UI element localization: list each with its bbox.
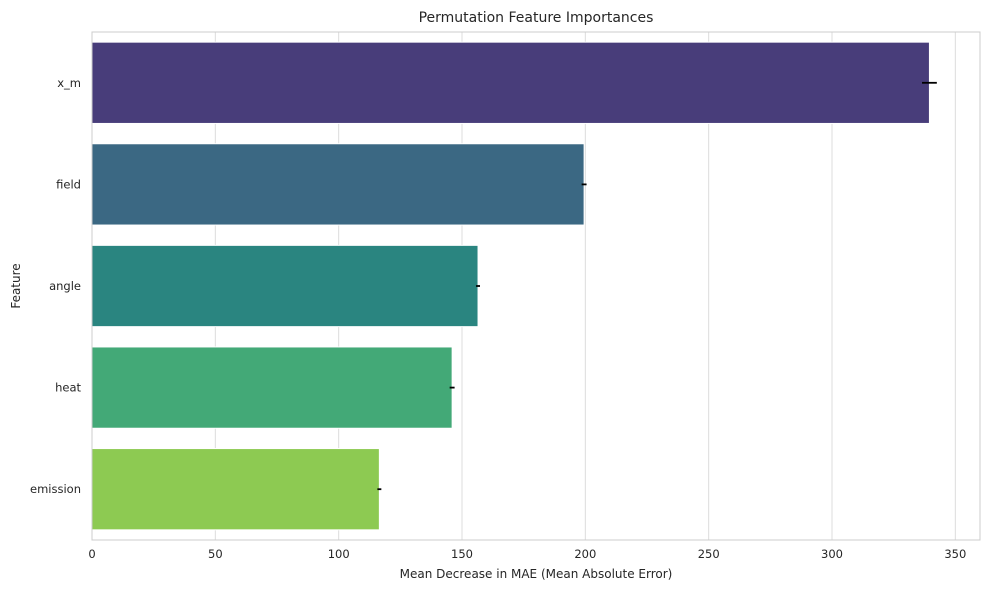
x-tick-label: 300 [821,547,843,561]
bar-x-m [91,41,930,124]
x-tick-label: 250 [698,547,720,561]
y-tick-label: x_m [57,76,81,90]
bars [91,41,930,531]
x-tick-label: 350 [944,547,966,561]
x-tick-label: 0 [88,547,95,561]
chart-title: Permutation Feature Importances [419,10,654,26]
y-axis-label: Feature [9,263,23,308]
x-axis-label: Mean Decrease in MAE (Mean Absolute Erro… [400,567,673,581]
x-axis-ticks: 0 50 100 150 200 250 300 350 [88,547,966,561]
x-tick-label: 100 [328,547,350,561]
y-tick-label: angle [49,279,81,293]
y-tick-label: field [56,177,81,191]
x-tick-label: 50 [208,547,223,561]
x-tick-label: 200 [574,547,596,561]
y-tick-label: emission [30,482,81,496]
plot-border [91,31,981,541]
bar-angle [91,244,479,328]
error-bars [377,81,937,491]
x-tick-label: 150 [451,547,473,561]
bar-emission [91,448,380,531]
bar-heat [91,346,453,429]
bar-field [91,143,585,226]
y-tick-label: heat [55,381,81,395]
plot-frame [91,31,981,541]
